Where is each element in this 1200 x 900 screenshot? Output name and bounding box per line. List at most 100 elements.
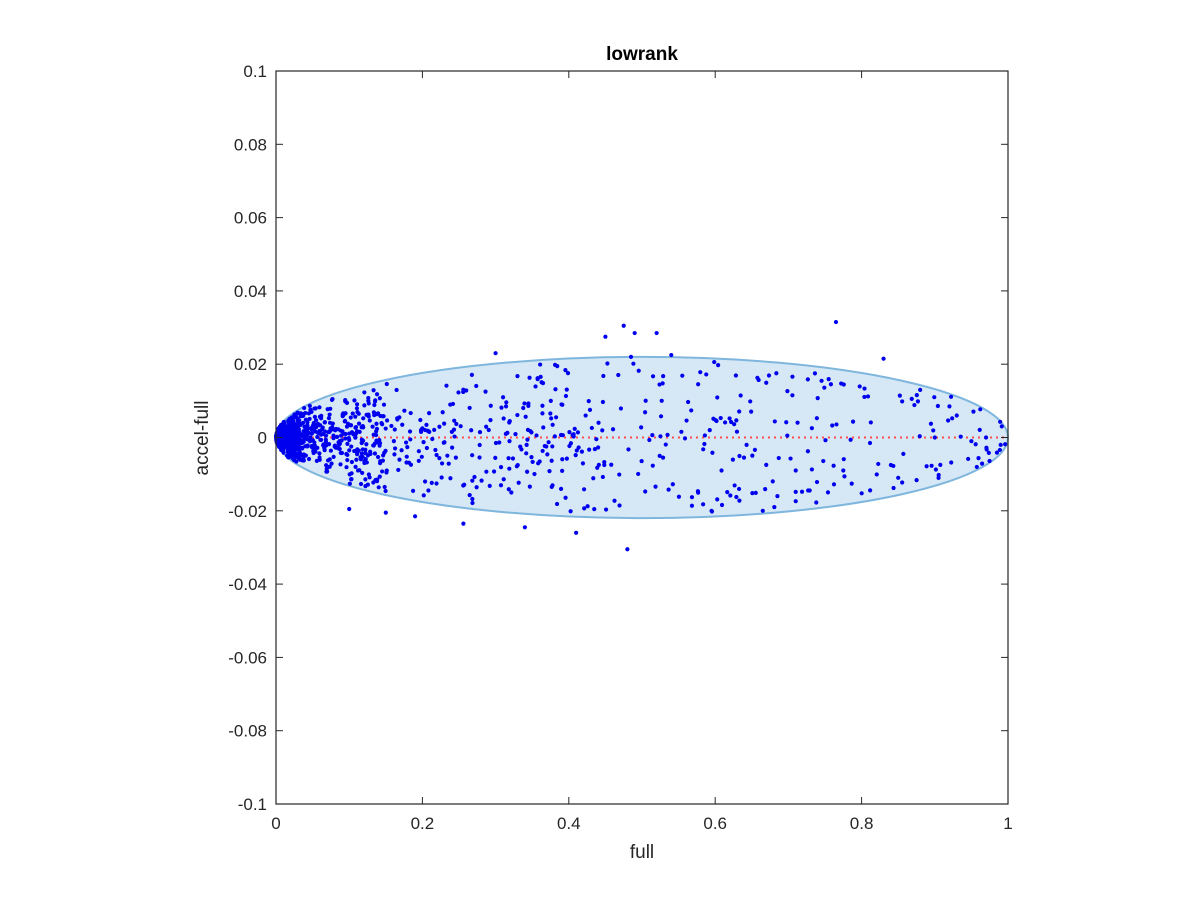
data-point <box>506 456 511 461</box>
data-point <box>538 362 543 367</box>
data-point <box>515 412 520 418</box>
data-point <box>380 469 385 474</box>
data-point <box>596 420 601 425</box>
data-point <box>351 432 356 437</box>
data-point <box>774 371 779 376</box>
data-point <box>372 451 378 456</box>
data-point <box>331 454 336 459</box>
data-point <box>408 410 413 416</box>
data-point <box>373 477 378 483</box>
data-point <box>366 414 371 419</box>
data-point <box>427 429 432 434</box>
data-point <box>404 454 409 459</box>
data-point <box>349 471 354 476</box>
data-point <box>444 383 449 388</box>
data-point <box>501 477 506 482</box>
data-point <box>560 433 565 438</box>
data-point <box>500 395 506 400</box>
data-point <box>510 456 516 461</box>
data-point <box>392 452 397 457</box>
data-point <box>579 449 585 454</box>
data-point <box>524 442 529 447</box>
data-point <box>506 487 511 492</box>
data-point <box>317 414 323 419</box>
x-tick-label: 0.8 <box>850 814 874 833</box>
data-point <box>371 388 376 393</box>
data-point <box>701 447 706 452</box>
data-point <box>696 382 701 387</box>
data-point <box>535 376 540 381</box>
data-point <box>550 483 555 488</box>
data-point <box>375 454 381 460</box>
data-point <box>636 471 641 477</box>
data-point <box>805 377 810 382</box>
data-point <box>418 417 423 423</box>
data-point <box>521 405 526 411</box>
data-point <box>488 403 493 408</box>
data-point <box>472 474 477 480</box>
data-point <box>356 411 361 416</box>
data-point <box>587 407 593 412</box>
data-point <box>493 440 499 446</box>
data-point <box>969 439 974 444</box>
data-point <box>950 416 955 421</box>
data-point <box>366 395 371 401</box>
data-point <box>574 448 579 453</box>
data-point <box>689 495 695 500</box>
data-point <box>285 453 290 458</box>
data-point <box>660 455 666 460</box>
data-point <box>616 372 621 378</box>
data-point <box>822 385 827 390</box>
data-point <box>563 495 568 500</box>
data-point <box>568 509 573 514</box>
data-point <box>383 510 388 515</box>
data-point <box>918 387 923 392</box>
data-point <box>344 400 350 405</box>
data-point <box>998 419 1003 424</box>
y-tick-label: -0.08 <box>228 722 267 741</box>
data-point <box>785 433 790 438</box>
data-point <box>360 438 366 443</box>
x-tick-label: 0.2 <box>411 814 435 833</box>
data-point <box>714 418 719 424</box>
data-point <box>928 421 934 426</box>
data-point <box>491 469 497 474</box>
data-point <box>896 475 901 480</box>
data-point <box>585 504 590 509</box>
data-point <box>367 475 372 480</box>
data-point <box>456 390 461 395</box>
data-point <box>901 451 906 456</box>
data-point <box>650 374 656 379</box>
data-point <box>426 411 432 416</box>
data-point <box>643 489 648 494</box>
data-point <box>983 435 989 440</box>
data-point <box>461 389 466 395</box>
data-point <box>563 393 569 399</box>
data-point <box>737 453 742 459</box>
data-point <box>841 468 846 473</box>
data-point <box>947 404 952 409</box>
data-point <box>949 460 954 465</box>
data-point <box>554 501 560 507</box>
data-point <box>831 482 837 487</box>
data-point <box>621 323 626 328</box>
data-point <box>302 405 307 411</box>
data-point <box>748 399 753 404</box>
data-point <box>429 480 434 485</box>
data-point <box>503 431 508 436</box>
data-point <box>929 463 934 468</box>
data-point <box>382 484 387 490</box>
data-point <box>374 429 379 434</box>
data-point <box>292 431 297 436</box>
data-point <box>809 426 814 431</box>
data-point <box>453 455 458 460</box>
data-point <box>602 462 607 468</box>
data-point <box>372 402 377 408</box>
data-point <box>712 359 717 365</box>
data-point <box>362 403 367 408</box>
data-point <box>362 459 367 464</box>
data-point <box>399 448 404 453</box>
data-point <box>702 433 707 438</box>
data-point <box>924 464 929 469</box>
